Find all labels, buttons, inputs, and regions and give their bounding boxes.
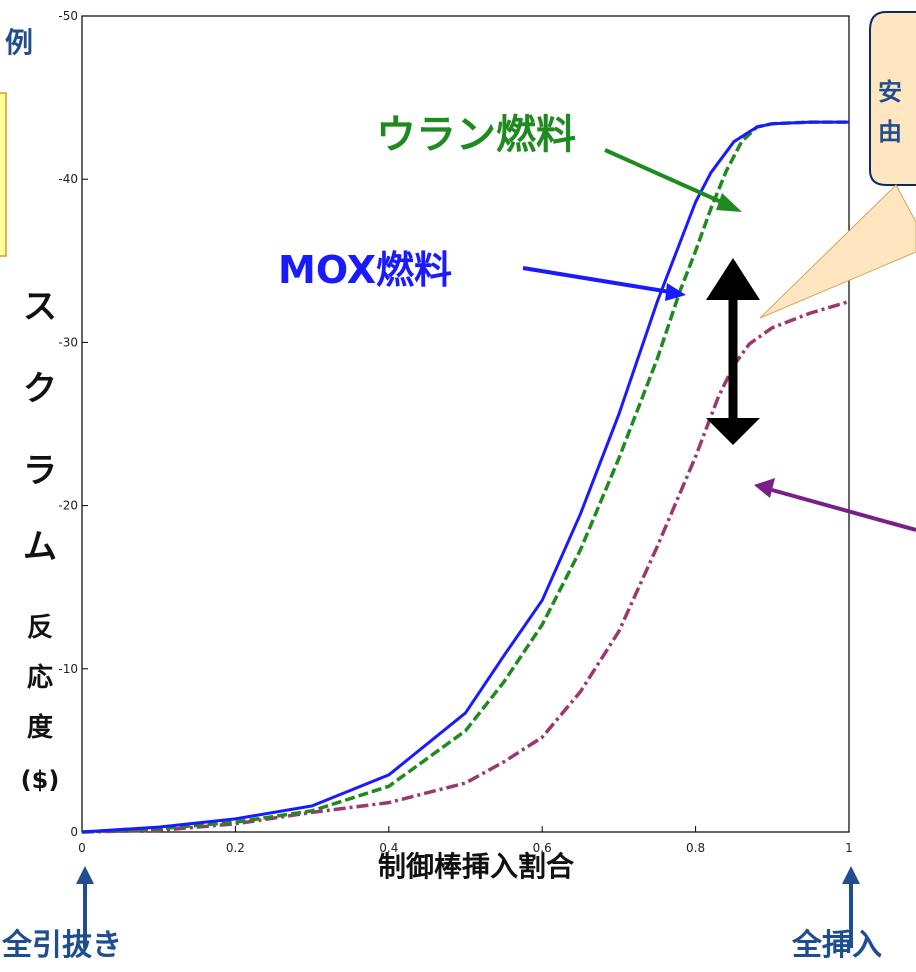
y-axis-label-char: ラ bbox=[23, 451, 57, 491]
y-axis-label-char: 反 bbox=[27, 613, 53, 643]
purple-arrow bbox=[754, 478, 916, 532]
x-tick-label: 0.6 bbox=[533, 841, 552, 855]
y-tick-label: -20 bbox=[58, 499, 78, 513]
x-tick-label: 0.4 bbox=[379, 841, 398, 855]
mox-fuel-label: MOX燃料 bbox=[278, 248, 452, 292]
y-tick-label: -40 bbox=[58, 172, 78, 186]
x-axis-label: 制御棒挿入割合 bbox=[378, 850, 575, 883]
callout-pointer bbox=[759, 184, 916, 319]
x-tick-label: 0.8 bbox=[686, 841, 705, 855]
full-withdraw-arrow bbox=[76, 866, 94, 948]
y-tick-label: -30 bbox=[58, 335, 78, 349]
x-tick-label: 0.2 bbox=[226, 841, 245, 855]
y-axis-ticks: 0 -10 -20 -30 -40 -50 bbox=[58, 9, 88, 839]
full-insert-label: 全挿入 bbox=[791, 928, 882, 963]
y-tick-label: -10 bbox=[58, 662, 78, 676]
x-axis-ticks: 0 0.2 0.4 0.6 0.8 1 bbox=[78, 826, 853, 855]
y-tick-label: -50 bbox=[58, 9, 78, 23]
series-group bbox=[81, 120, 850, 834]
callout-bubble bbox=[869, 11, 916, 186]
series-line-mox bbox=[81, 120, 849, 834]
y-axis-label-char: ス bbox=[23, 287, 57, 327]
difference-arrow bbox=[706, 258, 760, 445]
x-tick-label: 0 bbox=[78, 841, 86, 855]
y-axis-label-char: ($) bbox=[21, 766, 60, 794]
yellow-legend-box bbox=[0, 92, 7, 257]
partial-title: 例 bbox=[5, 26, 33, 59]
y-axis-label-char: ク bbox=[23, 369, 57, 409]
full-insert-arrow bbox=[842, 866, 860, 948]
uranium-fuel-label: ウラン燃料 bbox=[376, 112, 576, 158]
y-tick-label: 0 bbox=[70, 825, 78, 839]
callout-text-line2: 由 bbox=[878, 118, 902, 146]
callout-text-line1: 安 bbox=[878, 78, 902, 106]
plot-frame bbox=[81, 15, 850, 833]
y-axis-label-char: 応 bbox=[27, 662, 53, 693]
y-axis-label-char: 度 bbox=[27, 712, 53, 743]
uranium-arrow bbox=[604, 148, 742, 212]
y-axis-label-char: ム bbox=[23, 527, 57, 567]
mox-arrow bbox=[522, 266, 686, 301]
full-withdraw-label: 全引抜き bbox=[1, 928, 122, 963]
series-line-uranium bbox=[81, 120, 849, 834]
x-tick-label: 1 bbox=[845, 841, 853, 855]
